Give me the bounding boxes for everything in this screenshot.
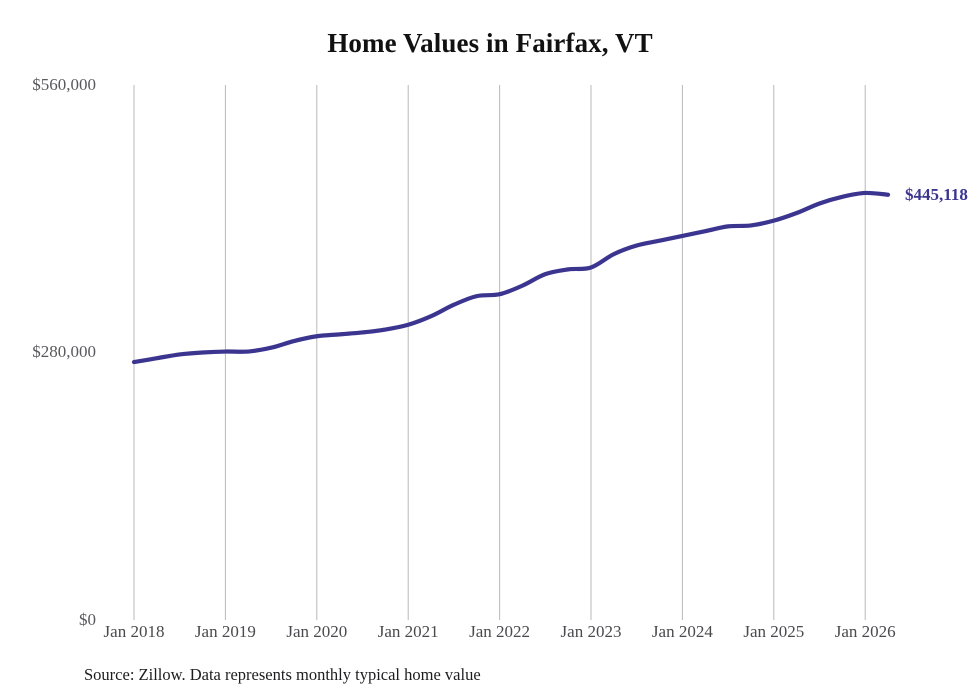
x-axis-tick-label-jan-2019: Jan 2019 <box>194 622 256 641</box>
x-axis-tick-label-jan-2020: Jan 2020 <box>286 622 348 641</box>
home-value-trend-line <box>131 190 891 365</box>
x-axis-tick-label-jan-2022: Jan 2022 <box>469 622 531 641</box>
series-end-value-label: $445,118 <box>905 184 968 204</box>
x-axis-tick-label-jan-2026: Jan 2026 <box>834 622 896 641</box>
x-axis-tick-label-jan-2021: Jan 2021 <box>377 622 439 641</box>
x-axis-tick-label-jan-2023: Jan 2023 <box>560 622 622 641</box>
x-axis-tick-label-jan-2024: Jan 2024 <box>651 622 713 641</box>
y-axis-tick-label-0: $0 <box>79 610 96 629</box>
x-axis-tick-label-jan-2018: Jan 2018 <box>103 622 165 641</box>
vertical-gridlines <box>133 85 866 620</box>
source-note: Source: Zillow. Data represents monthly … <box>84 665 481 684</box>
x-axis-tick-label-jan-2025: Jan 2025 <box>743 622 805 641</box>
y-axis-tick-label-560000: $560,000 <box>32 75 96 94</box>
chart-title: Home Values in Fairfax, VT <box>327 28 653 58</box>
y-axis-tick-label-280000: $280,000 <box>32 342 96 361</box>
